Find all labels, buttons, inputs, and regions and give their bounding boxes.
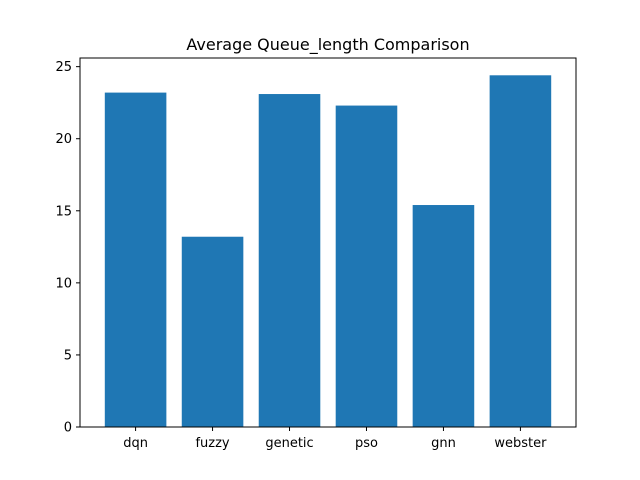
bar-dqn <box>104 92 167 427</box>
y-tick-label-5: 5 <box>64 348 72 363</box>
bar-pso <box>335 105 398 427</box>
bars-group <box>104 75 552 427</box>
y-tick-label-25: 25 <box>55 60 72 75</box>
x-tick-label-genetic: genetic <box>265 436 313 451</box>
x-tick-label-fuzzy: fuzzy <box>195 436 229 451</box>
bar-fuzzy <box>181 236 244 427</box>
bar-webster <box>489 75 552 427</box>
y-tick-label-15: 15 <box>55 204 72 219</box>
x-axis: dqn fuzzy genetic pso gnn webster <box>123 427 547 451</box>
x-tick-label-pso: pso <box>355 436 378 451</box>
y-tick-label-20: 20 <box>55 132 72 147</box>
x-tick-label-webster: webster <box>494 436 547 451</box>
y-axis: 0 5 10 15 20 25 <box>55 60 80 436</box>
bar-genetic <box>258 94 321 427</box>
x-tick-label-dqn: dqn <box>123 436 148 451</box>
y-tick-label-0: 0 <box>64 421 72 436</box>
bar-gnn <box>412 205 475 427</box>
y-tick-label-10: 10 <box>55 276 72 291</box>
x-tick-label-gnn: gnn <box>431 436 456 451</box>
chart-title: Average Queue_length Comparison <box>186 35 469 55</box>
plot-frame <box>79 57 577 428</box>
